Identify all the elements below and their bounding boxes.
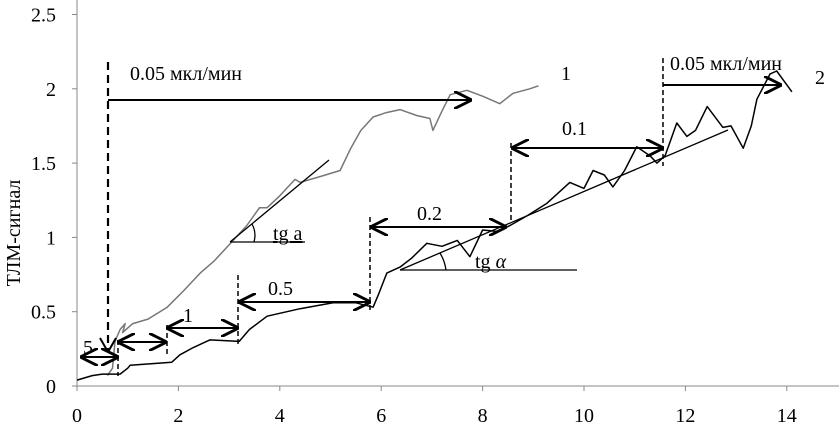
x-tick-label: 2 (173, 405, 183, 427)
annotation-labels: 0.05 мкл/мин 0.05 мкл/мин 5 1 0.5 0.2 0.… (83, 53, 825, 359)
rate-label: 0.05 мкл/мин (130, 63, 242, 85)
curve-label-2: 2 (815, 67, 825, 89)
angle-arc-2 (439, 252, 447, 271)
tangent-label-prefix: tg (475, 251, 496, 273)
series-line-1 (106, 85, 539, 377)
rate-label: 0.1 (562, 118, 587, 140)
y-tick-label: 2.5 (31, 5, 56, 27)
tangent-label-2: tg α (475, 251, 507, 273)
x-tick-label: 0 (72, 405, 82, 427)
y-tick-label: 0 (46, 376, 56, 398)
x-tick-label: 14 (777, 405, 797, 427)
tangent-line-2 (399, 129, 729, 271)
y-tick-label: 2 (46, 79, 56, 101)
y-tick-label: 1 (46, 227, 56, 249)
tangent-label-1: tg a (273, 223, 303, 245)
x-tick-label: 8 (478, 405, 488, 427)
rate-label: 0.05 мкл/мин (670, 53, 782, 75)
tangent-label-symbol: α (496, 251, 507, 273)
x-tick-label: 6 (376, 405, 386, 427)
x-tick-label: 10 (574, 405, 594, 427)
y-tick-label: 1.5 (31, 153, 56, 175)
rate-label: 1 (183, 305, 193, 327)
rate-label: 0.2 (417, 203, 442, 225)
rate-label: 5 (83, 337, 93, 359)
x-tick-label: 12 (675, 405, 695, 427)
x-tick-label: 4 (275, 405, 285, 427)
y-axis-label: ТЛМ-сигнал (3, 180, 25, 287)
y-tick-label: 0.5 (31, 302, 56, 324)
rate-label: 0.5 (268, 278, 293, 300)
series-line-2 (76, 70, 793, 381)
curve-label-1: 1 (561, 63, 571, 85)
tangent-line-1 (229, 159, 330, 243)
down-arrow (99, 337, 109, 353)
angle-arc-1 (251, 223, 256, 243)
